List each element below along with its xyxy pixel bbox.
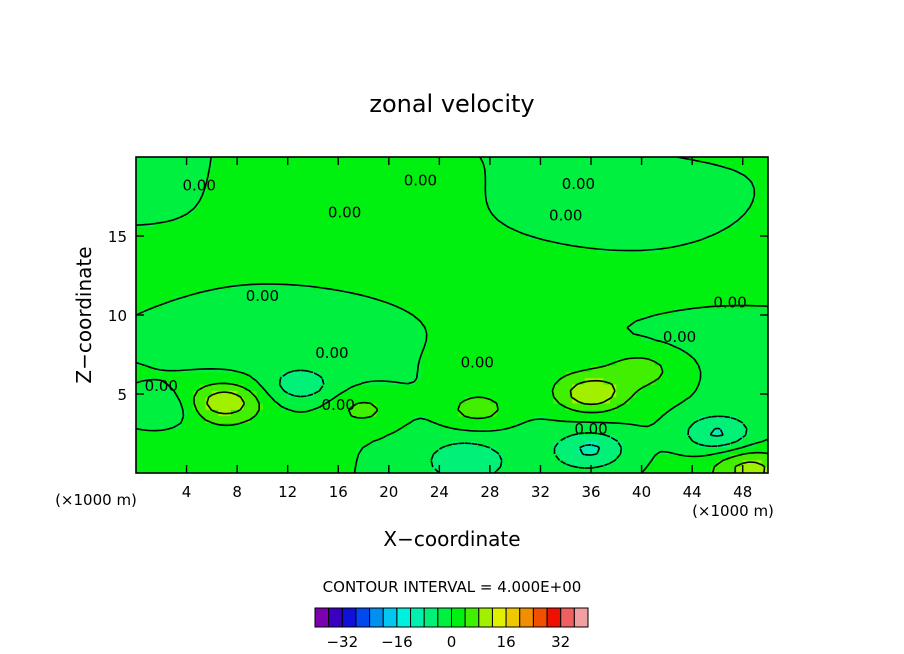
colorbar-swatch	[382, 607, 398, 628]
y-tick-label: 10	[108, 307, 127, 325]
colorbar-swatch	[355, 607, 371, 628]
colorbar-swatch	[546, 607, 562, 628]
x-tick-label: 44	[683, 483, 702, 501]
chart-title: zonal velocity	[369, 90, 534, 118]
x-tick-label: 8	[232, 483, 242, 501]
contour-label: 0.00	[328, 203, 361, 221]
x-tick-label: 36	[581, 483, 600, 501]
x-unit-label-right: (×1000 m)	[692, 502, 774, 520]
colorbar-tick-label: 16	[497, 633, 516, 651]
colorbar-swatch	[560, 607, 575, 628]
colorbar-swatch	[478, 607, 493, 628]
contour-interval-text: CONTOUR INTERVAL = 4.000E+00	[323, 578, 582, 596]
x-tick-label: 24	[430, 483, 449, 501]
contour-label: 0.00	[713, 293, 746, 311]
colorbar-tick-label: 0	[447, 633, 457, 651]
contour-label: 0.00	[562, 175, 595, 193]
colorbar-swatch	[451, 607, 466, 628]
colorbar-swatch	[410, 607, 425, 628]
colorbar-swatch	[573, 607, 589, 628]
y-tick-label: 15	[108, 228, 127, 246]
contour-label: 0.00	[461, 353, 494, 371]
axis-ticks	[136, 157, 768, 473]
colorbar-swatch	[491, 607, 507, 628]
colorbar-tick-labels: −32 −16 0 16 32	[326, 633, 570, 651]
colorbar-swatch	[423, 607, 439, 628]
x-tick-label: 4	[182, 483, 192, 501]
colorbar-swatch	[396, 607, 412, 628]
colorbar	[314, 607, 589, 628]
contour-fill-layer	[136, 157, 768, 473]
contour-label: 0.00	[246, 287, 279, 305]
colorbar-tick-label: 32	[551, 633, 570, 651]
x-tick-label: 16	[329, 483, 348, 501]
x-tick-label: 40	[632, 483, 651, 501]
x-tick-labels: 4 8 12 16 20 24 28 32 36 40 44 48	[182, 483, 752, 501]
colorbar-swatch	[328, 607, 343, 628]
contour-line-0	[136, 157, 768, 473]
x-tick-label: 48	[733, 483, 752, 501]
colorbar-swatch	[505, 607, 521, 628]
colorbar-swatch	[437, 607, 453, 628]
colorbar-swatch	[369, 607, 384, 628]
contour-label: 0.00	[549, 206, 582, 224]
contour-line-layer	[136, 157, 768, 473]
contour-label: 0.00	[404, 172, 437, 190]
contour-label: 0.00	[663, 328, 696, 346]
y-axis-label: Z−coordinate	[72, 246, 96, 383]
x-axis-label: X−coordinate	[383, 527, 520, 551]
plot-area: 0.00 0.00 0.00 0.00 0.00 0.00 0.00 0.00 0.00 0.00…	[135, 156, 769, 474]
colorbar-swatch	[532, 607, 548, 628]
contour-line-4	[193, 357, 768, 473]
contour-label: 0.00	[315, 344, 348, 362]
contour-label-layer: 0.00 0.00 0.00 0.00 0.00 0.00 0.00 0.00 0.00 0.00…	[145, 172, 747, 438]
contour-label: 0.00	[182, 176, 215, 194]
y-tick-labels: 5 10 15	[108, 228, 127, 404]
colorbar-tick-label: −16	[381, 633, 413, 651]
colorbar-swatch	[314, 607, 330, 628]
contour-label: 0.00	[574, 420, 607, 438]
y-tick-label: 5	[117, 386, 127, 404]
colorbar-swatch	[464, 607, 480, 628]
contour-line--4	[278, 369, 748, 473]
colorbar-swatch	[519, 607, 534, 628]
colorbar-tick-label: −32	[326, 633, 358, 651]
contour-label: 0.00	[322, 396, 355, 414]
contour-line-8	[206, 379, 766, 473]
contour-line--8	[578, 427, 724, 456]
x-unit-label-left: (×1000 m)	[55, 491, 137, 509]
x-tick-label: 20	[379, 483, 398, 501]
contour-label: 0.00	[145, 377, 178, 395]
x-tick-label: 12	[278, 483, 297, 501]
colorbar-swatch	[341, 607, 357, 628]
x-tick-label: 28	[480, 483, 499, 501]
x-tick-label: 32	[531, 483, 550, 501]
